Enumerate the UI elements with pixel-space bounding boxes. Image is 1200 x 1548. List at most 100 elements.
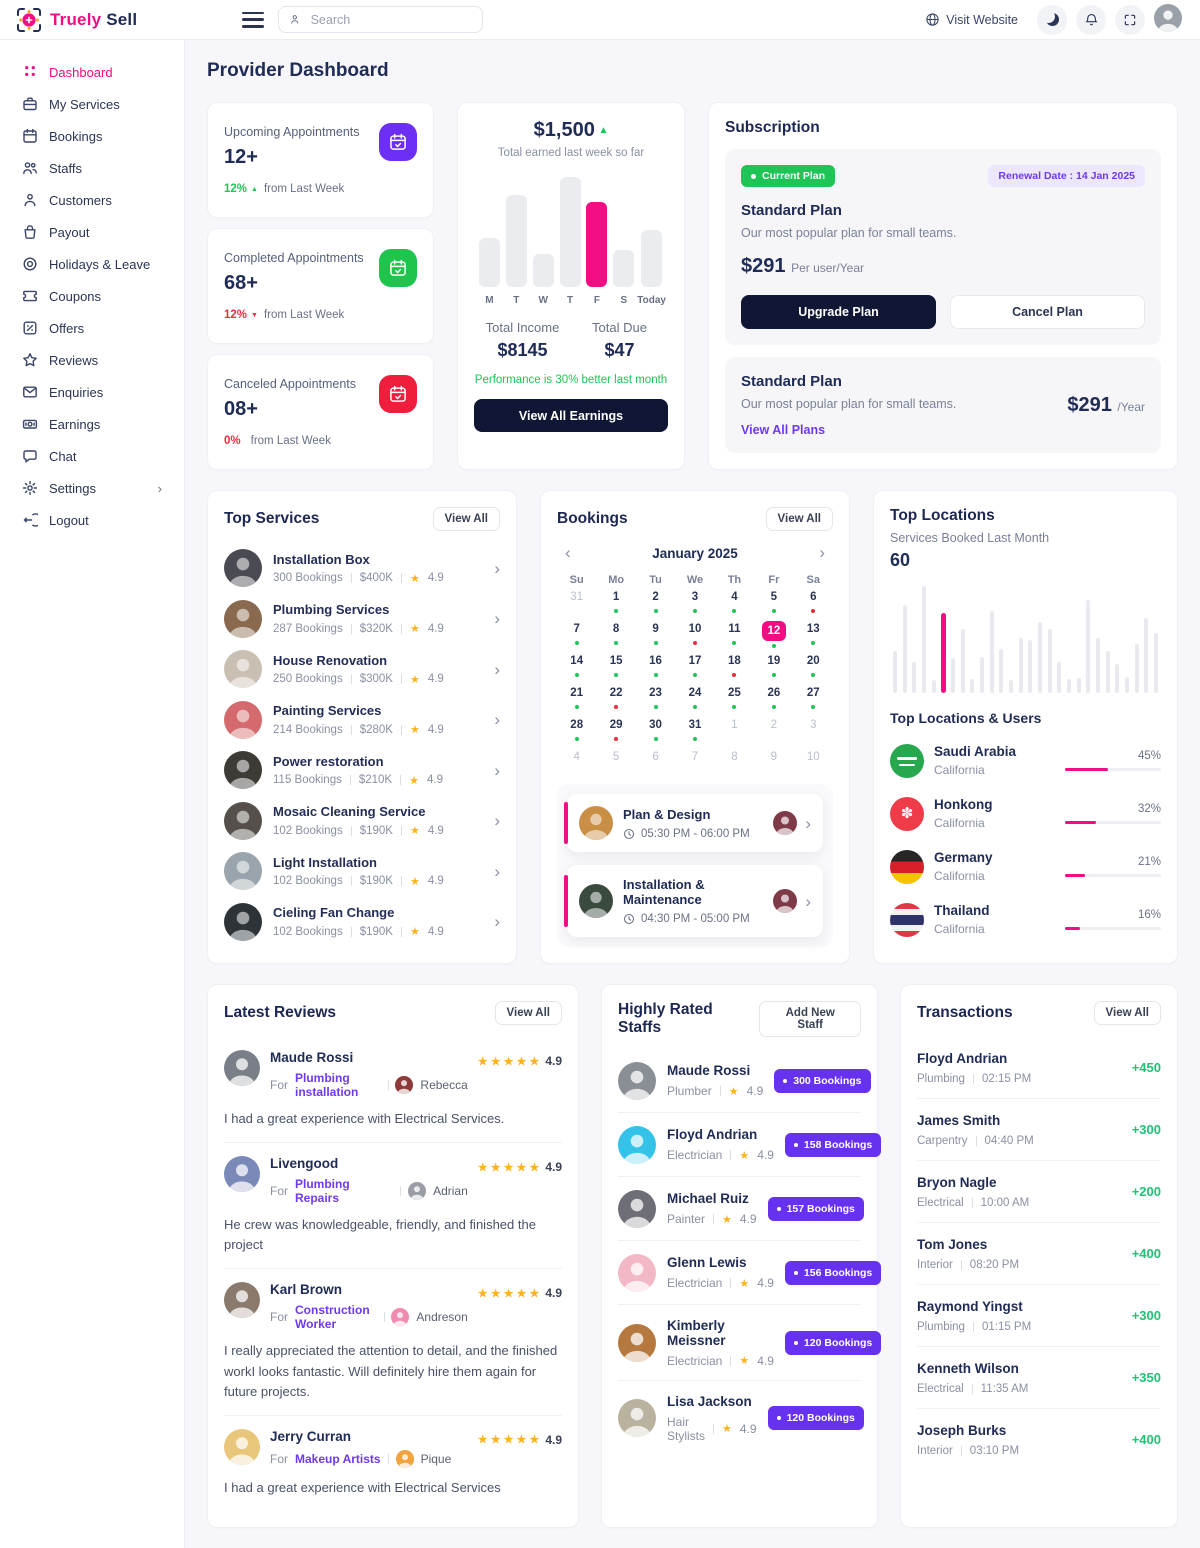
plan-price: $291 /Year	[1067, 393, 1145, 416]
calendar-day[interactable]: 1	[715, 717, 754, 744]
view-all-bookings-button[interactable]: View All	[765, 507, 833, 531]
notifications-button[interactable]	[1076, 4, 1106, 35]
review-service-link[interactable]: Plumbing installation	[295, 1071, 359, 1099]
calendar-day[interactable]: 9	[754, 749, 793, 776]
calendar-day[interactable]: 20	[794, 653, 833, 680]
transaction-name: Joseph Burks	[917, 1422, 1007, 1438]
sidebar-item-my-services[interactable]: My Services	[0, 88, 184, 120]
sidebar-item-earnings[interactable]: Earnings	[0, 408, 184, 440]
view-all-earnings-button[interactable]: View All Earnings	[474, 399, 668, 432]
menu-toggle-button[interactable]	[242, 11, 264, 28]
view-all-transactions-button[interactable]: View All	[1093, 1001, 1161, 1025]
calendar-prev-button[interactable]: ‹	[561, 543, 575, 563]
sidebar-item-holidays-leave[interactable]: Holidays & Leave	[0, 248, 184, 280]
sidebar-item-enquiries[interactable]: Enquiries	[0, 376, 184, 408]
service-item[interactable]: Painting Services 214 Bookings $280K ★ 4.…	[224, 695, 500, 745]
service-item[interactable]: House Renovation 250 Bookings $300K ★ 4.9…	[224, 644, 500, 694]
sidebar-item-logout[interactable]: Logout	[0, 504, 184, 536]
view-all-plans-link[interactable]: View All Plans	[741, 423, 826, 437]
calendar-day[interactable]: 4	[557, 749, 596, 776]
service-item[interactable]: Light Installation 102 Bookings $190K ★ 4…	[224, 846, 500, 896]
calendar-day[interactable]: 31	[557, 589, 596, 616]
calendar-day[interactable]: 25	[715, 685, 754, 712]
calendar-day[interactable]: 4	[715, 589, 754, 616]
calendar-day[interactable]: 22	[596, 685, 635, 712]
progress-track	[1065, 873, 1161, 878]
calendar-day[interactable]: 13	[794, 621, 833, 648]
upgrade-plan-button[interactable]: Upgrade Plan	[741, 295, 936, 329]
calendar-day[interactable]: 14	[557, 653, 596, 680]
stat-card: Upcoming Appointments 12+ 12% ▲ from Last…	[207, 102, 434, 218]
calendar-day[interactable]: 21	[557, 685, 596, 712]
calendar-day[interactable]: 3	[675, 589, 714, 616]
services-booked-count: 60	[890, 550, 911, 570]
calendar-day[interactable]: 10	[675, 621, 714, 648]
calendar-day[interactable]: 31	[675, 717, 714, 744]
sidebar-item-dashboard[interactable]: Dashboard	[0, 56, 184, 88]
calendar-day[interactable]: 26	[754, 685, 793, 712]
calendar-day[interactable]: 16	[636, 653, 675, 680]
sidebar-item-settings[interactable]: Settings ›	[0, 472, 184, 504]
sidebar-item-chat[interactable]: Chat	[0, 440, 184, 472]
visit-website-link[interactable]: Visit Website	[925, 12, 1018, 27]
appointment-card[interactable]: Plan & Design 05:30 PM - 06:00 PM ›	[564, 794, 823, 852]
appointment-card[interactable]: Installation & Maintenance 04:30 PM - 05…	[564, 865, 823, 937]
calendar-day[interactable]: 5	[754, 589, 793, 616]
calendar-day[interactable]: 2	[636, 589, 675, 616]
calendar-day[interactable]: 18	[715, 653, 754, 680]
calendar-day[interactable]: 2	[754, 717, 793, 744]
calendar-day[interactable]: 7	[675, 749, 714, 776]
highly-rated-staffs-title: Highly Rated Staffs	[618, 1001, 713, 1036]
location-country: Germany	[934, 850, 993, 865]
calendar-day[interactable]: 9	[636, 621, 675, 648]
review-service-link[interactable]: Plumbing Repairs	[295, 1177, 350, 1206]
sidebar-item-bookings[interactable]: Bookings	[0, 120, 184, 152]
star-icon: ★	[409, 623, 420, 636]
calendar-day[interactable]: 1	[596, 589, 635, 616]
calendar-day[interactable]: 12	[754, 621, 793, 648]
service-item[interactable]: Installation Box 300 Bookings $400K ★ 4.9…	[224, 543, 500, 593]
service-item[interactable]: Mosaic Cleaning Service 102 Bookings $19…	[224, 796, 500, 846]
calendar-day[interactable]: 3	[794, 717, 833, 744]
calendar-day[interactable]: 15	[596, 653, 635, 680]
calendar-day[interactable]: 19	[754, 653, 793, 680]
logo[interactable]: Truely Sell	[16, 7, 228, 33]
sidebar-item-reviews[interactable]: Reviews	[0, 344, 184, 376]
review-service-link[interactable]: Makeup Artists	[295, 1451, 381, 1466]
sidebar-item-coupons[interactable]: Coupons	[0, 280, 184, 312]
calendar-day[interactable]: 28	[557, 717, 596, 744]
transaction-amount: +450	[1131, 1060, 1161, 1075]
review-service-link[interactable]: Construction Worker	[295, 1303, 370, 1332]
calendar-day[interactable]: 23	[636, 685, 675, 712]
cancel-plan-button[interactable]: Cancel Plan	[950, 295, 1145, 329]
calendar-next-button[interactable]: ›	[815, 543, 829, 563]
calendar-day[interactable]: 11	[715, 621, 754, 648]
sidebar-item-customers[interactable]: Customers	[0, 184, 184, 216]
calendar-day[interactable]: 29	[596, 717, 635, 744]
calendar-day[interactable]: 10	[794, 749, 833, 776]
service-item[interactable]: Cieling Fan Change 102 Bookings $190K ★ 4…	[224, 897, 500, 947]
search-input[interactable]	[308, 11, 472, 28]
view-all-services-button[interactable]: View All	[432, 507, 500, 531]
profile-avatar[interactable]	[1154, 4, 1182, 35]
sidebar-item-label: Payout	[49, 224, 90, 240]
service-item[interactable]: Power restoration 115 Bookings $210K ★ 4.…	[224, 745, 500, 795]
calendar-day[interactable]: 17	[675, 653, 714, 680]
calendar-day[interactable]: 24	[675, 685, 714, 712]
calendar-day[interactable]: 8	[596, 621, 635, 648]
calendar-day[interactable]: 5	[596, 749, 635, 776]
calendar-day[interactable]: 27	[794, 685, 833, 712]
calendar-day[interactable]: 6	[794, 589, 833, 616]
service-item[interactable]: Plumbing Services 287 Bookings $320K ★ 4.…	[224, 594, 500, 644]
sidebar-item-payout[interactable]: Payout	[0, 216, 184, 248]
fullscreen-button[interactable]	[1115, 4, 1145, 35]
sidebar-item-staffs[interactable]: Staffs	[0, 152, 184, 184]
calendar-day[interactable]: 7	[557, 621, 596, 648]
sidebar-item-offers[interactable]: Offers	[0, 312, 184, 344]
view-all-reviews-button[interactable]: View All	[494, 1001, 562, 1025]
calendar-day[interactable]: 6	[636, 749, 675, 776]
add-new-staff-button[interactable]: Add New Staff	[759, 1001, 861, 1037]
calendar-day[interactable]: 8	[715, 749, 754, 776]
calendar-day[interactable]: 30	[636, 717, 675, 744]
dark-mode-button[interactable]	[1037, 4, 1067, 35]
